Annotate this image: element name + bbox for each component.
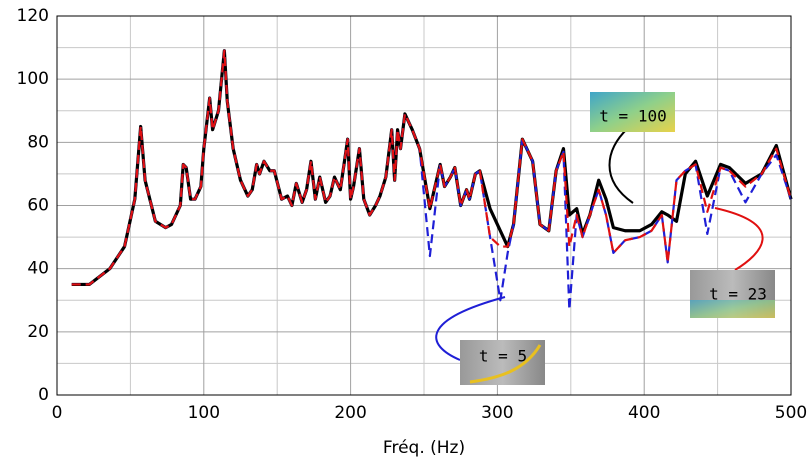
- x-axis-label: Fréq. (Hz): [383, 438, 465, 458]
- thumbnail-curve: [469, 344, 542, 384]
- y-tick-label: 0: [38, 385, 49, 405]
- plot-frame: [56, 15, 792, 396]
- x-tick-label: 300: [481, 403, 513, 423]
- annotation-t5: t = 5: [435, 296, 545, 385]
- y-tick-label: 20: [27, 322, 49, 342]
- thumbnail: [460, 340, 545, 385]
- x-tick-label: 100: [188, 403, 220, 423]
- plot-lines: [71, 49, 793, 311]
- annotation-label: t = 5: [479, 347, 527, 366]
- arrow: [435, 296, 506, 361]
- y-tick-label: 80: [27, 132, 49, 152]
- arrow: [608, 127, 634, 204]
- y-tick-label: 120: [17, 6, 49, 26]
- y-tick-label: 100: [17, 69, 49, 89]
- x-tick-label: 500: [775, 403, 807, 423]
- thumbnail: [590, 92, 675, 132]
- arrow: [714, 207, 764, 271]
- annotation-t100: t = 100: [590, 92, 675, 204]
- y-tick-label: 60: [27, 196, 49, 216]
- x-tick-label: 200: [334, 403, 366, 423]
- y-tick-label: 40: [27, 259, 49, 279]
- annotation-label: t = 23: [709, 285, 767, 304]
- x-tick-label: 400: [628, 403, 660, 423]
- annotation-t23: t = 23: [690, 207, 775, 318]
- series-line: [71, 49, 793, 286]
- thumbnail-band: [690, 300, 775, 318]
- annotation-label: t = 100: [599, 107, 666, 126]
- x-tick-label: 0: [52, 403, 63, 423]
